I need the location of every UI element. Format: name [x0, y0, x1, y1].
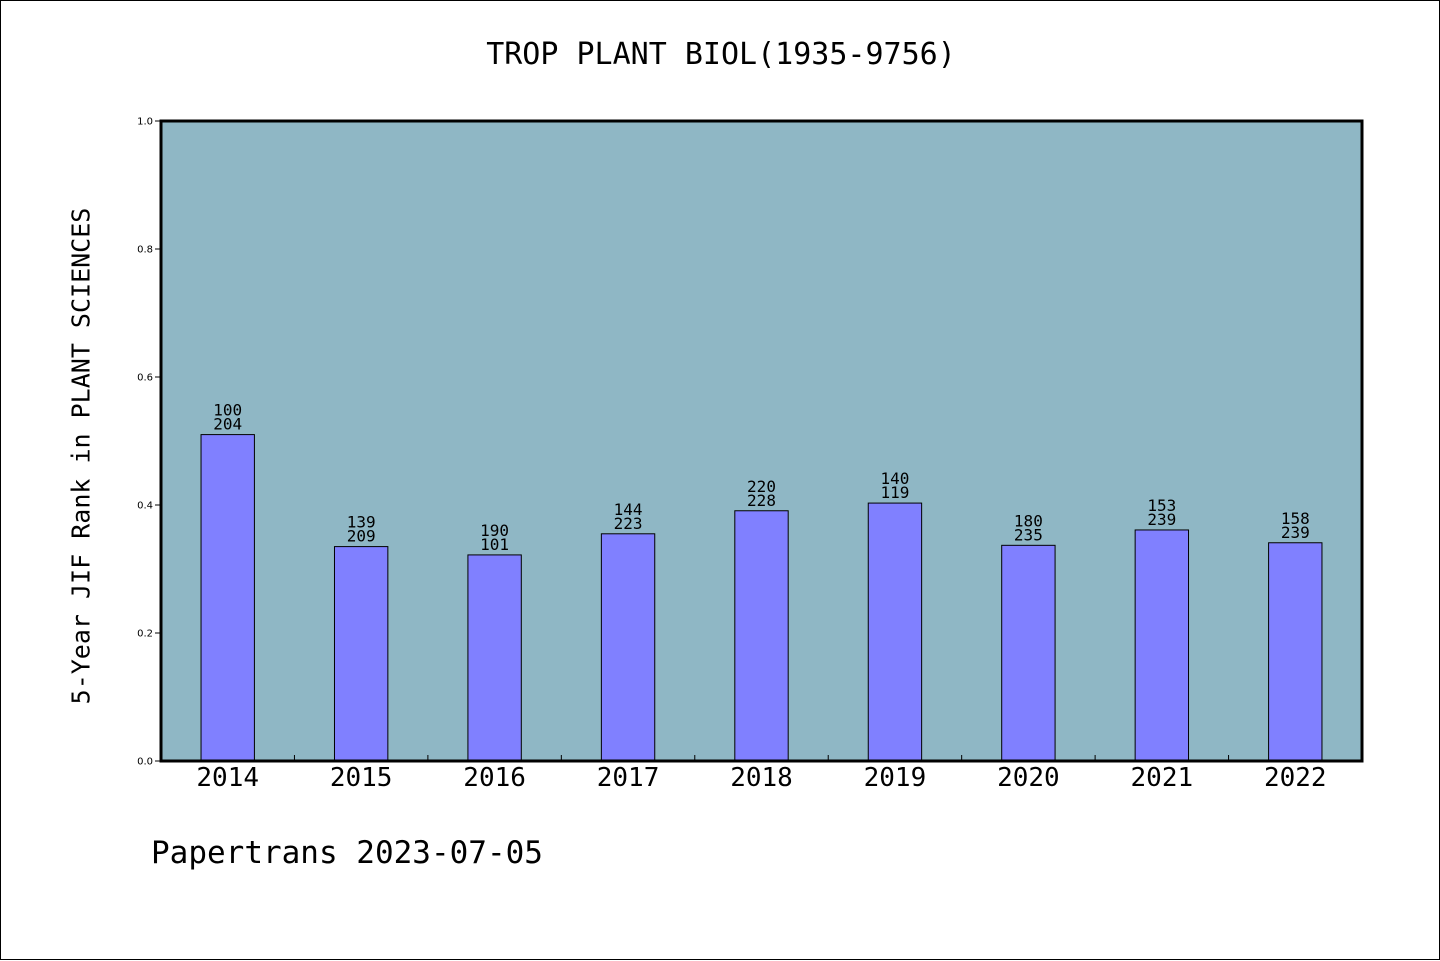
bar-2018 — [734, 510, 789, 762]
x-tick-label: 2018 — [730, 763, 793, 793]
x-tick-label: 2017 — [597, 763, 660, 793]
bar-2020 — [1001, 544, 1056, 762]
chart-title: TROP PLANT BIOL(1935-9756) — [486, 37, 956, 72]
x-tick-label: 2022 — [1264, 763, 1327, 793]
y-tick-label: 0.8 — [137, 245, 153, 256]
bars-group — [200, 434, 1323, 762]
data-label-top: 144 — [614, 500, 643, 519]
data-label-top: 220 — [747, 477, 776, 496]
data-label-bottom: 223 — [614, 514, 643, 533]
data-label-bottom: 239 — [1281, 523, 1310, 542]
x-ticks-group: 2014 2015 2016 2017 2018 2019 2020 2021 2022 — [196, 755, 1327, 793]
data-label-top: 140 — [880, 469, 909, 488]
data-label-bottom: 239 — [1147, 510, 1176, 529]
bar-2014 — [200, 434, 255, 762]
data-label-bottom: 209 — [347, 527, 376, 546]
x-tick-label: 2019 — [864, 763, 927, 793]
data-label-top: 180 — [1014, 511, 1043, 530]
data-label-top: 158 — [1281, 509, 1310, 528]
data-label-bottom: 101 — [480, 535, 509, 554]
x-tick-label: 2016 — [463, 763, 526, 793]
bar-2017 — [600, 533, 656, 762]
data-label-top: 153 — [1147, 496, 1176, 515]
data-label-bottom: 119 — [880, 483, 909, 502]
y-tick-label: 0.2 — [137, 629, 153, 640]
data-label-bottom: 228 — [747, 491, 776, 510]
y-tick-label: 0.6 — [137, 373, 153, 384]
bar-2022 — [1268, 542, 1323, 762]
y-tick-label: 0.0 — [137, 757, 153, 768]
y-tick-label: 0.4 — [137, 501, 153, 512]
x-tick-label: 2021 — [1131, 763, 1194, 793]
bar-2016 — [467, 554, 522, 762]
data-label-bottom: 204 — [213, 415, 242, 434]
plot-border — [159, 119, 1364, 763]
bar-2015 — [333, 546, 389, 762]
y-ticks-group: 0.0 0.2 0.4 0.6 0.8 1.0 — [137, 117, 161, 768]
data-label-top: 100 — [213, 401, 242, 420]
data-label-top: 190 — [480, 521, 509, 540]
x-tick-label: 2020 — [997, 763, 1060, 793]
footer-credit: Papertrans 2023-07-05 — [151, 835, 543, 871]
bar-2021 — [1134, 529, 1190, 762]
y-tick-label: 1.0 — [137, 117, 153, 128]
x-tick-label: 2014 — [196, 763, 259, 793]
bar-2019 — [867, 502, 923, 762]
data-label-top: 139 — [347, 513, 376, 532]
x-tick-label: 2015 — [330, 763, 393, 793]
data-label-bottom: 235 — [1014, 525, 1043, 544]
